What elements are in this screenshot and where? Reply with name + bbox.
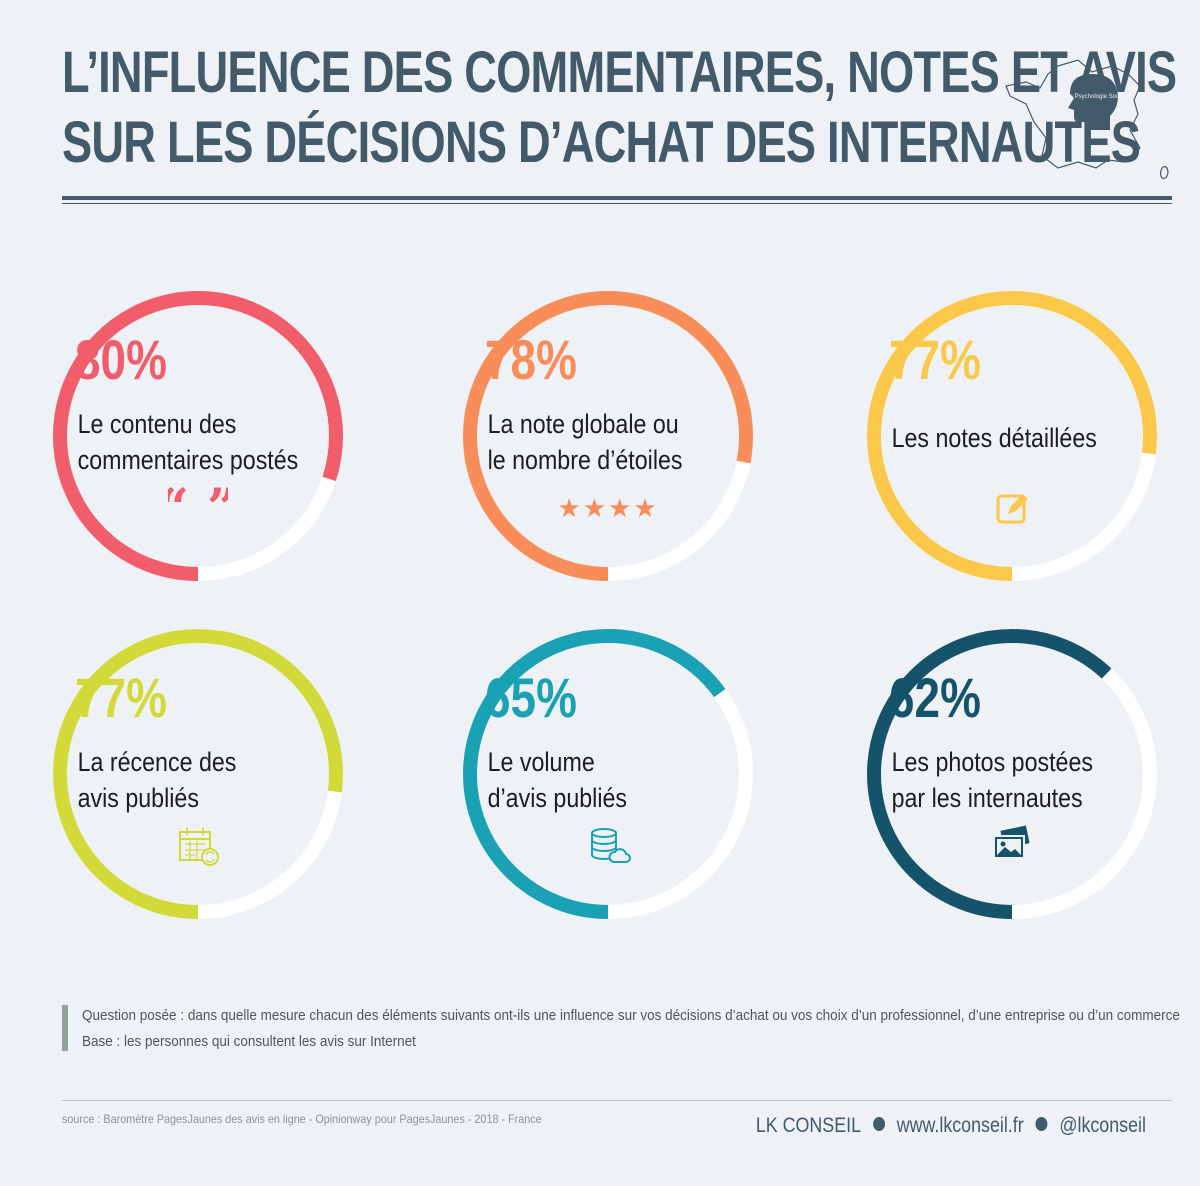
edit-icon: [982, 486, 1042, 530]
separator-dot: [872, 1117, 885, 1131]
stat-card: 78% La note globale ou le nombre d’étoiles…: [458, 286, 758, 586]
database-cloud-icon: [578, 824, 638, 868]
note-accent-bar: [62, 1005, 68, 1051]
stat-label-line-2: le nombre d’étoiles: [487, 445, 683, 475]
stat-card: 77% Les notes détaillées: [862, 286, 1162, 586]
svg-text:“ ”: “ ”: [168, 486, 228, 530]
stat-label-line-1: La note globale ou: [487, 409, 679, 439]
stat-percentage: 62%: [889, 666, 981, 729]
title-rule-thin: [62, 203, 1172, 204]
title-rule: [62, 196, 1172, 200]
base-note: Base : les personnes qui consultent les …: [82, 1033, 416, 1050]
stat-card: 77% La récence des avis publiés: [48, 624, 348, 924]
gauge-ring: [53, 291, 343, 581]
gauge-arc: [867, 629, 1157, 919]
stat-label-line-1: La récence des: [77, 747, 237, 777]
gauge-ring: [867, 291, 1157, 581]
quote-icon: “ ”: [159, 478, 237, 539]
stars-icon: ★★★★: [557, 486, 656, 530]
gauge-ring: [463, 629, 753, 919]
stat-label-line-2: par les internautes: [891, 783, 1083, 813]
stat-card: 65% Le volume d’avis publiés: [458, 624, 758, 924]
question-note: Question posée : dans quelle mesure chac…: [82, 1007, 1180, 1024]
gauge-arc: [463, 629, 753, 919]
stat-label-line-1: Les photos postées: [891, 747, 1093, 777]
svg-text:★★★★: ★★★★: [558, 494, 658, 524]
stat-card: 80% Le contenu des commentaires postés “ ”: [48, 286, 348, 586]
brand-line: LK CONSEIL www.lkconseil.fr @lkconseil: [756, 1114, 1146, 1138]
gauge-ring: [53, 629, 343, 919]
stat-label-line-2: avis publiés: [77, 783, 199, 813]
brand-name: LK CONSEIL: [755, 1114, 862, 1137]
stat-percentage: 78%: [485, 328, 577, 391]
social-handle[interactable]: @lkconseil: [1059, 1114, 1146, 1137]
website-link[interactable]: www.lkconseil.fr: [896, 1114, 1024, 1137]
footer-rule: [62, 1100, 1172, 1101]
stat-card: 62% Les photos postées par les internautes: [862, 624, 1162, 924]
gauge-ring: [867, 629, 1157, 919]
stat-label-line-1: Le volume: [487, 747, 595, 777]
gauge-arc: [867, 291, 1157, 581]
gauge-arc: [53, 291, 343, 581]
gauge-arc: [463, 291, 753, 581]
stat-percentage: 65%: [485, 666, 577, 729]
calendar-refresh-icon: [168, 824, 228, 868]
france-map-logo: Sites Psychologie Sociale: [1005, 59, 1169, 179]
stat-label-line-1: Les notes détaillées: [891, 423, 1097, 453]
stat-label-line-2: commentaires postés: [77, 445, 299, 475]
separator-dot: [1035, 1117, 1048, 1131]
logo-text: Sites Psychologie Sociale: [1060, 94, 1129, 100]
photos-icon: [982, 824, 1042, 868]
stat-label-line-2: d’avis publiés: [487, 783, 628, 813]
source-note: source : Baromètre PagesJaunes des avis …: [62, 1112, 542, 1126]
gauge-arc: [53, 629, 343, 919]
head-icon: [1068, 74, 1118, 130]
gauge-ring: [463, 291, 753, 581]
stat-percentage: 80%: [75, 328, 167, 391]
stat-label-line-1: Le contenu des: [77, 409, 237, 439]
stat-percentage: 77%: [889, 328, 981, 391]
stat-percentage: 77%: [75, 666, 167, 729]
